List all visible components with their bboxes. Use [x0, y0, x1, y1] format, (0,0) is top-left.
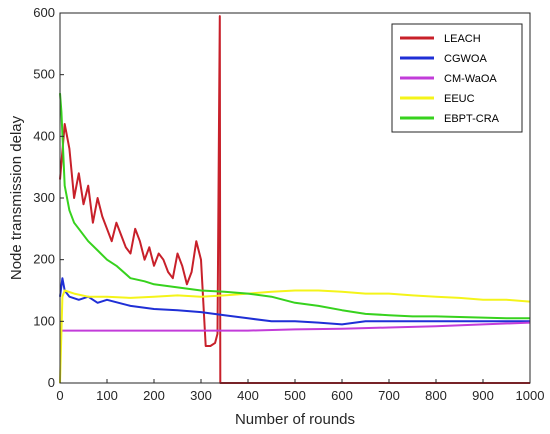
x-tick-label: 500	[284, 388, 306, 403]
legend-label-eeuc: EEUC	[444, 93, 475, 105]
legend: LEACH CGWOA CM-WaOA EEUC EBPT-CRA	[391, 23, 523, 133]
legend-label-leach: LEACH	[444, 33, 481, 45]
x-tick-label: 100	[96, 388, 118, 403]
x-tick-label: 0	[56, 388, 63, 403]
series-line-cm-waoa	[60, 321, 531, 332]
legend-label-cm-waoa: CM-WaOA	[444, 73, 497, 85]
y-tick-label: 300	[33, 190, 55, 205]
y-tick-label: 400	[33, 128, 55, 143]
series-line-ebpt-cra	[59, 93, 530, 320]
legend-label-cgwoa: CGWOA	[444, 53, 487, 65]
ticks-layer: 0 100 200 300 400 500 600 700 800 900 1000 0 100 200 3…	[33, 5, 544, 403]
legend-label-ebpt-cra: EBPT-CRA	[444, 113, 500, 125]
series-line-eeuc	[59, 289, 531, 384]
y-tick-label: 100	[33, 313, 55, 328]
x-tick-label: 800	[425, 388, 447, 403]
y-axis-label: Node transmission delay	[8, 115, 25, 280]
y-tick-label: 600	[33, 5, 55, 20]
x-axis-label: Number of rounds	[235, 411, 355, 428]
x-tick-label: 900	[472, 388, 494, 403]
x-tick-label: 600	[331, 388, 353, 403]
y-tick-label: 200	[33, 252, 55, 267]
y-tick-label: 0	[48, 375, 55, 390]
y-tick-label: 500	[33, 67, 55, 82]
x-tick-label: 300	[190, 388, 212, 403]
x-tick-label: 400	[237, 388, 259, 403]
x-tick-label: 700	[378, 388, 400, 403]
x-tick-label: 200	[143, 388, 165, 403]
series-line-cgwoa	[59, 277, 530, 326]
x-tick-label: 1000	[516, 388, 545, 403]
